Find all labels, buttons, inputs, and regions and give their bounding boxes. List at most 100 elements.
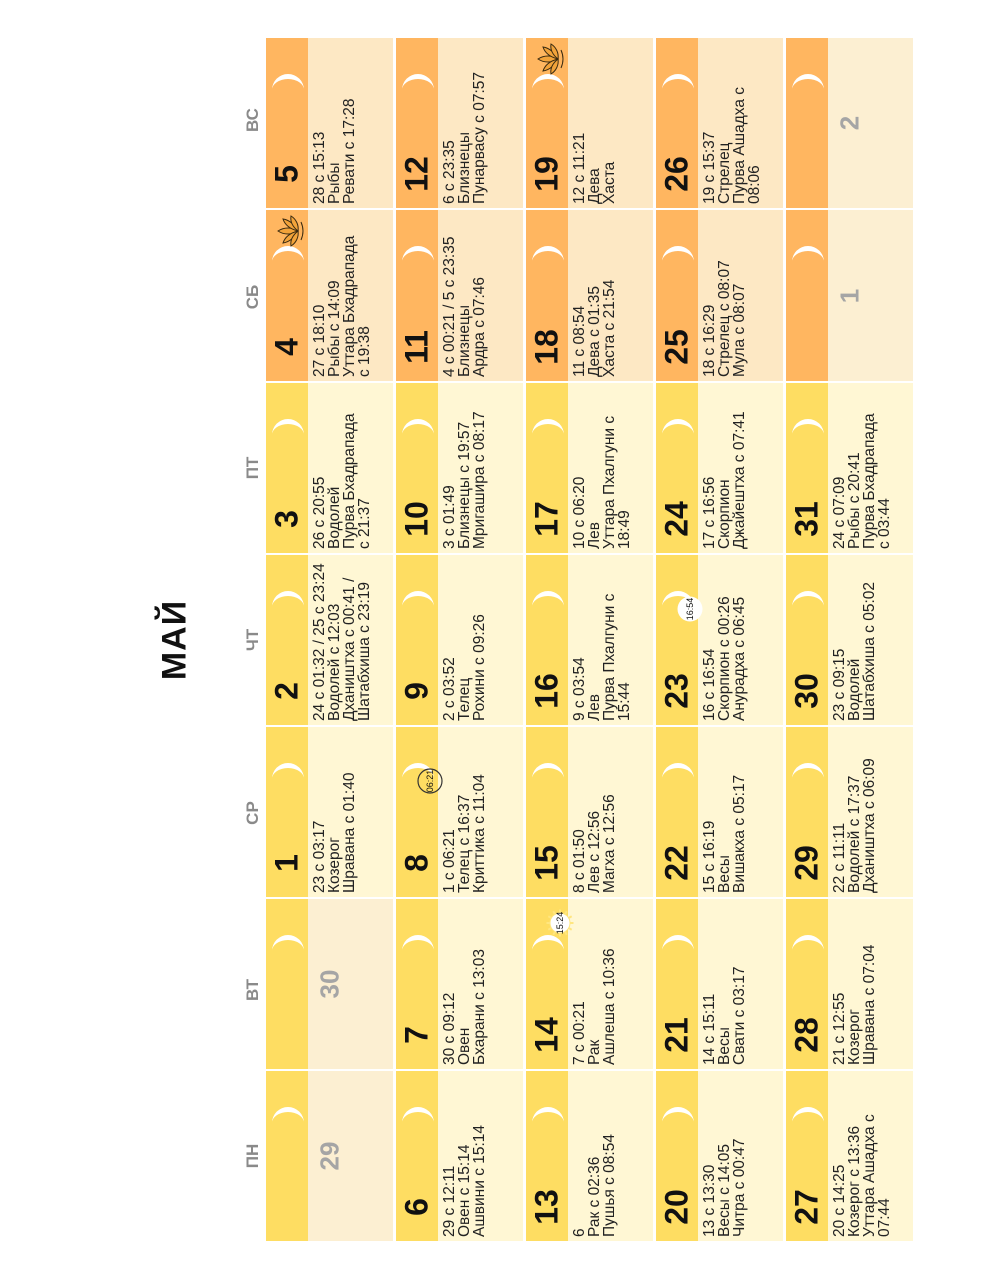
day-cell[interactable]: 12 6 с 23:35 Близнецы Пунарвасу с 07:57 xyxy=(396,38,523,208)
day-info-line: Бхарани с 13:03 xyxy=(471,949,488,1065)
day-info-line: Вишакха с 05:17 xyxy=(731,774,748,893)
day-info-line: 29 с 12:11 xyxy=(441,1165,458,1237)
day-cell-other-month[interactable]: 30 xyxy=(266,899,393,1069)
crescent-moon-icon xyxy=(532,74,564,90)
day-cell[interactable]: 9 2 с 03:52 Телец Рохини с 09:26 xyxy=(396,555,523,725)
day-info-line: 9 с 03:54 xyxy=(571,657,588,721)
crescent-moon-icon xyxy=(402,419,434,435)
day-cell[interactable]: 23 16:54 16 с 16:54 Скорпион с 00:26 Анурадх… xyxy=(656,555,783,725)
other-month-day-number: 1 xyxy=(834,288,865,303)
day-body xyxy=(438,383,523,553)
crescent-moon-icon xyxy=(792,1107,824,1123)
crescent-moon-icon xyxy=(792,763,824,779)
crescent-moon-icon xyxy=(272,763,304,779)
day-cell[interactable]: 31 24 с 07:09 Рыбы с 20:41 Пурва Бхадрапада… xyxy=(786,383,913,553)
day-cell[interactable]: 18 11 с 08:54 Дева с 01:35 Хаста с 21:54 xyxy=(526,210,653,381)
day-cell[interactable]: 25 18 с 16:29 Стрелец с 08:07 Мула с 08:07 xyxy=(656,210,783,381)
day-info: 23 с 09:15 Водолей Шатабхиша с 05:02 xyxy=(831,555,878,721)
day-info-line: 18:49 xyxy=(616,510,633,549)
day-info-line: 23 с 09:15 xyxy=(831,648,848,721)
day-info-line: 23 с 03:17 xyxy=(311,820,328,893)
day-info-line: 4 с 00:21 / 5 с 23:35 xyxy=(441,236,458,377)
day-cell[interactable]: 24 17 с 16:56 Скорпион Джайештха с 07:41 xyxy=(656,383,783,553)
day-info-line: Стрелец xyxy=(716,142,733,204)
day-cell[interactable]: 29 22 с 11:11 Водолей с 17:37 Дхаништха с 0… xyxy=(786,727,913,897)
weekday-header: ПН xyxy=(243,1143,262,1169)
weekday-header: СР xyxy=(243,801,262,825)
day-cell[interactable]: 10 3 с 01:49 Близнецы с 19:57 Мригашира с 0… xyxy=(396,383,523,553)
day-header-strip xyxy=(786,1071,828,1241)
day-header-strip xyxy=(266,899,308,1069)
day-cell[interactable]: 5 28 с 15:13 Рыбы Ревати с 17:28 xyxy=(266,38,393,208)
day-number: 6 xyxy=(398,1198,435,1216)
crescent-moon-icon xyxy=(272,935,304,951)
day-cell[interactable]: 3 26 с 20:55 Водолей Пурва Бхадрапада с 21:3… xyxy=(266,383,393,553)
crescent-moon-icon xyxy=(272,591,304,607)
day-info-line: 21 с 12:55 xyxy=(831,992,848,1065)
day-cell[interactable]: 7 30 с 09:12 Овен Бхарани с 13:03 xyxy=(396,899,523,1069)
day-cell-other-month[interactable]: 2 xyxy=(786,38,913,208)
crescent-moon-icon xyxy=(272,246,304,262)
day-cell-other-month[interactable]: 1 xyxy=(786,210,913,381)
day-cell[interactable]: 13 6 Рак с 02:36 Пушья с 08:54 xyxy=(526,1071,653,1241)
day-header-strip xyxy=(266,555,308,725)
day-cell[interactable]: 2 24 с 01:32 / 25 с 23:24 Водолей с 12:03 Д… xyxy=(266,555,393,725)
day-info-line: Мула с 08:07 xyxy=(731,283,748,377)
day-header-strip xyxy=(396,38,438,208)
day-info-line: Уттара Бхадрапада xyxy=(341,235,358,377)
crescent-moon-icon xyxy=(402,591,434,607)
day-info-line: Рохини с 09:26 xyxy=(471,614,488,721)
day-info-line: 24 с 01:32 / 25 с 23:24 xyxy=(311,563,328,721)
day-cell[interactable]: 27 20 с 14:25 Козерог с 13:36 Уттара Ашадха… xyxy=(786,1071,913,1241)
day-cell[interactable]: 15 8 с 01:50 Лев с 12:56 Магха с 12:56 xyxy=(526,727,653,897)
day-info-line: Весы xyxy=(716,855,733,893)
day-number: 17 xyxy=(528,501,565,537)
crescent-moon-icon xyxy=(402,1107,434,1123)
day-header-strip xyxy=(526,383,568,553)
day-cell[interactable]: 14 15:24 7 с 00:21 Рак Ашлеша с 10:36 xyxy=(526,899,653,1069)
day-cell[interactable]: 22 15 с 16:19 Весы Вишакха с 05:17 xyxy=(656,727,783,897)
day-cell[interactable]: 20 13 с 13:30 Весы с 14:05 Читра с 00:47 xyxy=(656,1071,783,1241)
day-cell[interactable]: 4 27 с 18:10 Рыбы с 14:09 Уттара Бхадрапада… xyxy=(266,210,393,381)
day-cell[interactable]: 21 14 с 15:11 Весы Свати с 03:17 xyxy=(656,899,783,1069)
day-info: 23 с 03:17 Козерог Шравана с 01:40 xyxy=(311,727,358,893)
day-info: 7 с 00:21 Рак Ашлеша с 10:36 xyxy=(571,899,618,1065)
day-header-strip xyxy=(786,210,828,381)
day-info-line: 11 с 08:54 xyxy=(571,305,588,377)
day-info-line: Пурва Бхадрапада xyxy=(341,413,358,549)
day-info-line: Пушья с 08:54 xyxy=(601,1134,618,1237)
day-header-strip xyxy=(656,555,698,725)
day-info: 28 с 15:13 Рыбы Ревати с 17:28 xyxy=(311,38,358,204)
crescent-moon-icon xyxy=(402,246,434,262)
day-cell[interactable]: 1 23 с 03:17 Козерог Шравана с 01:40 xyxy=(266,727,393,897)
day-info-line: 16 с 16:54 xyxy=(701,648,718,721)
day-number: 29 xyxy=(788,845,825,881)
day-cell[interactable]: 19 12 с 11:21 Дева Хаста xyxy=(526,38,653,208)
day-body xyxy=(308,38,393,208)
day-info-line: 26 с 20:55 xyxy=(311,476,328,549)
day-info: 1 с 06:21 Телец с 16:37 Криттика с 11:04 xyxy=(441,727,488,893)
day-cell[interactable]: 16 9 с 03:54 Лев Пурва Пхалгуни с 15:44 xyxy=(526,555,653,725)
day-info-line: Дева xyxy=(586,168,603,204)
day-info-line: 24 с 07:09 xyxy=(831,476,848,549)
day-info-line: Хаста с 21:54 xyxy=(601,279,618,377)
day-body xyxy=(568,383,653,553)
crescent-moon-icon xyxy=(662,1107,694,1123)
day-info-line: 1 с 06:21 xyxy=(441,829,458,893)
day-cell[interactable]: 8 06:21 1 с 06:21 Телец с 16:37 Криттика с 1… xyxy=(396,727,523,897)
day-number: 8 xyxy=(398,854,435,872)
day-cell[interactable]: 30 23 с 09:15 Водолей Шатабхиша с 05:02 xyxy=(786,555,913,725)
day-info-line: 7 с 00:21 xyxy=(571,1001,588,1065)
day-cell-other-month[interactable]: 29 xyxy=(266,1071,393,1241)
sun-eclipse-icon: 15:24 xyxy=(546,909,574,937)
crescent-moon-icon xyxy=(792,591,824,607)
day-cell[interactable]: 28 21 с 12:55 Козерог Шравана с 07:04 xyxy=(786,899,913,1069)
day-cell[interactable]: 6 29 с 12:11 Овен с 15:14 Ашвини с 15:14 xyxy=(396,1071,523,1241)
day-info-line: Ашлеша с 10:36 xyxy=(601,948,618,1065)
day-cell[interactable]: 11 4 с 00:21 / 5 с 23:35 Близнецы Ардра с 0… xyxy=(396,210,523,381)
day-cell[interactable]: 17 10 с 06:20 Лев Уттара Пхалгуни с 18:49 xyxy=(526,383,653,553)
day-info-line: 28 с 15:13 xyxy=(311,131,328,204)
day-cell[interactable]: 26 19 с 15:37 Стрелец Пурва Ашадха с 08:06 xyxy=(656,38,783,208)
day-info: 22 с 11:11 Водолей с 17:37 Дхаништха с 06:… xyxy=(831,727,878,893)
day-info-line: 3 с 01:49 xyxy=(441,485,458,549)
